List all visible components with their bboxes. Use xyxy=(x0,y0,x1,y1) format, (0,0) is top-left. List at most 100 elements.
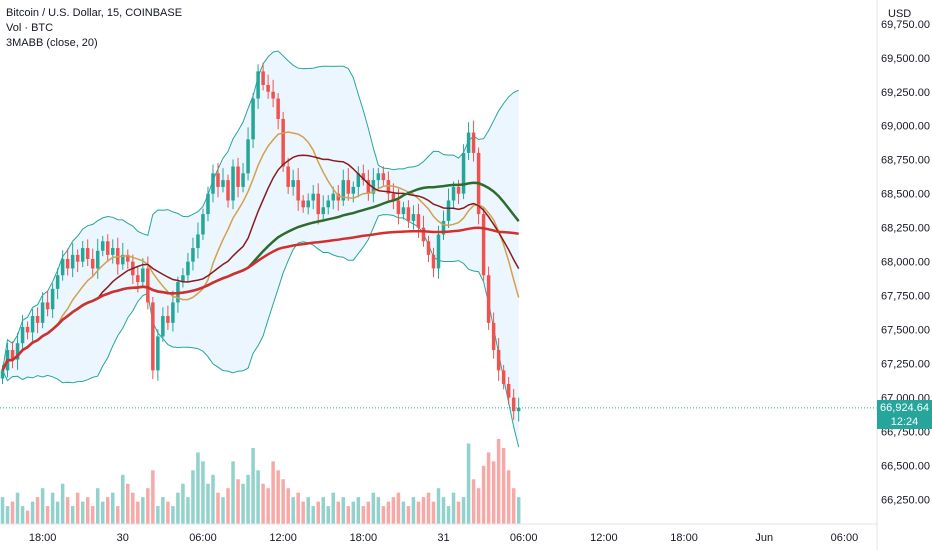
candle-body xyxy=(496,350,501,371)
volume-bar xyxy=(221,497,225,524)
ma-long-line xyxy=(1,226,519,371)
volume-bar xyxy=(206,483,210,524)
candle-body xyxy=(276,98,280,119)
volume-bar xyxy=(30,501,35,524)
candle-body xyxy=(30,316,35,333)
volume-bar xyxy=(491,461,496,524)
volume-bar xyxy=(211,474,215,524)
volume-bar xyxy=(20,506,25,524)
volume-bars xyxy=(0,439,521,524)
candle-body xyxy=(296,180,300,201)
price-tick-label: 68,250.00 xyxy=(881,223,930,235)
candle-body xyxy=(55,275,60,289)
volume-bar xyxy=(151,470,155,524)
candle-body xyxy=(236,166,240,187)
price-axis[interactable]: 69,750.00 69,500.00 69,250.00 69,000.00 68,7… xyxy=(881,19,930,507)
price-tick-label: 69,750.00 xyxy=(881,19,930,31)
volume-bar xyxy=(346,506,351,524)
volume-bar xyxy=(246,474,250,524)
candle-body xyxy=(361,173,366,181)
volume-bar xyxy=(516,497,521,524)
moving-averages xyxy=(1,131,520,371)
candle-body xyxy=(221,180,225,187)
volume-bar xyxy=(146,488,150,524)
candle-body xyxy=(201,214,205,235)
volume-bar xyxy=(416,501,421,524)
ma-mid-line xyxy=(1,131,520,371)
candle-body xyxy=(161,316,165,337)
candle-body xyxy=(85,248,90,259)
candle-body xyxy=(70,254,75,269)
volume-bar xyxy=(361,506,366,524)
volume-bar xyxy=(256,470,260,524)
time-tick-label: Jun xyxy=(755,532,773,544)
candle-body xyxy=(406,207,411,221)
candle-body xyxy=(231,166,235,201)
volume-bar xyxy=(276,470,280,524)
volume-bar xyxy=(421,497,426,524)
volume-bar xyxy=(55,501,60,524)
volume-bar xyxy=(316,501,320,524)
time-tick-label: 12:00 xyxy=(590,532,618,544)
time-tick-label: 12:00 xyxy=(269,532,297,544)
volume-bar xyxy=(431,501,436,524)
volume-bar xyxy=(306,497,310,524)
volume-bar xyxy=(231,461,235,524)
volume-bar xyxy=(50,492,55,524)
candle-body xyxy=(90,258,95,269)
candle-body xyxy=(446,200,451,221)
candle-body xyxy=(436,234,441,269)
price-tick-label: 69,000.00 xyxy=(881,121,930,133)
volume-bar xyxy=(95,488,100,524)
price-tick-label: 68,000.00 xyxy=(881,257,930,269)
volume-bar xyxy=(171,506,175,524)
symbol-title[interactable]: Bitcoin / U.S. Dollar, 15, COINBASE xyxy=(6,7,183,19)
volume-bar xyxy=(406,506,411,524)
candle-body xyxy=(396,200,401,215)
currency-label[interactable]: USD xyxy=(888,8,912,20)
candle-body xyxy=(211,173,215,194)
candle-body xyxy=(166,316,170,323)
volume-bar xyxy=(45,506,50,524)
time-tick-label: 06:00 xyxy=(189,532,217,544)
volume-bar xyxy=(121,474,125,524)
volume-bar xyxy=(271,461,275,524)
volume-legend[interactable]: Vol · BTC xyxy=(6,22,54,34)
candle-body xyxy=(121,254,125,265)
price-tick-label: 68,750.00 xyxy=(881,155,930,167)
candle-body xyxy=(321,207,325,215)
candle-body xyxy=(516,407,521,412)
volume-bar xyxy=(351,501,356,524)
candle-body xyxy=(416,214,421,228)
candle-body xyxy=(426,241,431,255)
volume-bar xyxy=(186,497,190,524)
volume-bar xyxy=(401,501,406,524)
volume-bar xyxy=(0,497,5,524)
candle-body xyxy=(171,302,175,323)
volume-bar xyxy=(321,497,325,524)
volume-bar xyxy=(366,501,371,524)
volume-bar xyxy=(126,483,130,524)
time-axis[interactable]: 18:00 30 06:00 12:00 18:00 31 06:00 12:00 18:00 J… xyxy=(29,532,858,544)
candle-body xyxy=(286,166,290,187)
volume-bar xyxy=(105,497,110,524)
candle-body xyxy=(431,254,436,269)
indicator-legend[interactable]: 3MABB (close, 20) xyxy=(6,37,98,49)
candle-body xyxy=(486,275,491,323)
volume-bar xyxy=(301,501,305,524)
candle-body xyxy=(411,214,416,221)
volume-bar xyxy=(85,497,90,524)
volume-bar xyxy=(261,483,265,524)
candle-body xyxy=(256,71,260,99)
volume-bar xyxy=(141,497,145,524)
volume-bar xyxy=(461,497,466,524)
candle-body xyxy=(126,254,130,262)
volume-bar xyxy=(201,461,205,524)
candle-body xyxy=(196,234,200,249)
candle-body xyxy=(226,180,230,201)
candle-body xyxy=(491,322,496,351)
candle-body xyxy=(65,258,70,269)
volume-bar xyxy=(446,506,451,524)
candle-body xyxy=(306,200,310,208)
